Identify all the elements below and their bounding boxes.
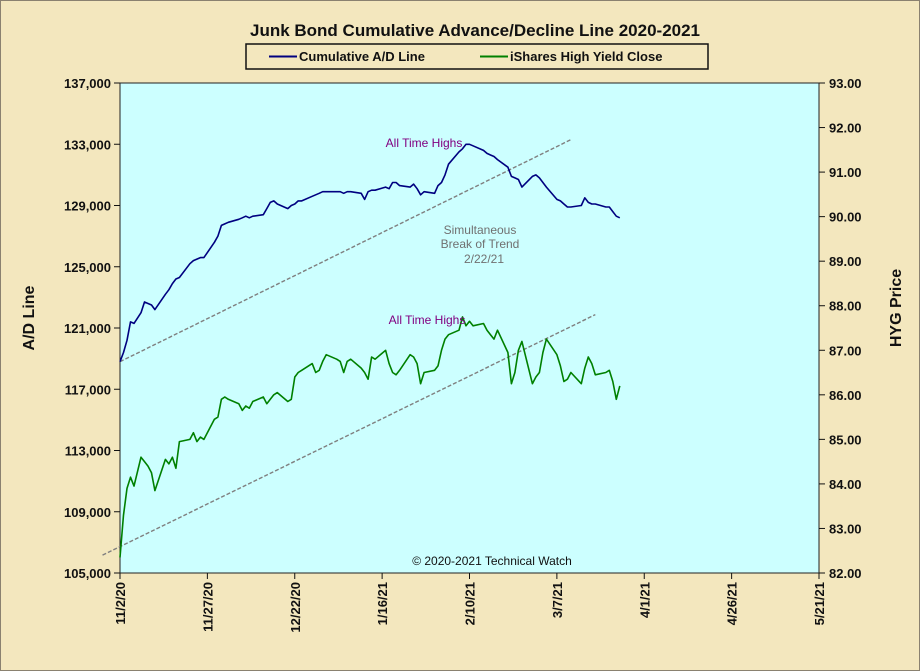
annotation-trend-line3: 2/22/21 (464, 252, 504, 266)
x-tick-label: 3/7/21 (550, 582, 565, 618)
y-right-tick-label: 91.00 (829, 165, 862, 180)
x-tick-label: 1/16/21 (375, 582, 390, 625)
y-right-tick-label: 92.00 (829, 121, 862, 136)
plot-area (119, 82, 820, 574)
y-right-tick-label: 82.00 (829, 566, 862, 581)
chart-title: Junk Bond Cumulative Advance/Decline Lin… (250, 21, 700, 40)
y-right-tick-label: 84.00 (829, 477, 862, 492)
annotation-hyg-high: All Time Highs (389, 313, 466, 327)
y-left-tick-label: 105,000 (64, 566, 111, 581)
axes: 105,000 109,000 113,000 117,000 121,000 125,0… (64, 76, 862, 633)
series-line-ad (119, 143, 621, 362)
x-tick-label: 12/22/20 (288, 582, 303, 633)
series-line-hyg (119, 316, 621, 558)
x-tick-label: 11/2/20 (113, 582, 128, 625)
y-right-tick-label: 85.00 (829, 432, 862, 447)
y-right-tick-label: 90.00 (829, 210, 862, 225)
y-right-tick-label: 83.00 (829, 521, 862, 536)
y-left-tick-label: 109,000 (64, 505, 111, 520)
y-axis-left-label: A/D Line (21, 285, 38, 350)
y-right-tick-label: 87.00 (829, 343, 862, 358)
y-left-tick-label: 113,000 (65, 444, 111, 459)
annotation-trend-line2: Break of Trend (441, 237, 520, 251)
legend: Cumulative A/D Line iShares High Yield C… (245, 43, 709, 70)
y-right-tick-label: 93.00 (829, 76, 862, 91)
copyright-text: © 2020-2021 Technical Watch (412, 554, 572, 568)
legend-label-ad: Cumulative A/D Line (299, 49, 425, 64)
y-left-tick-label: 117,000 (65, 382, 111, 397)
y-left-tick-label: 137,000 (64, 76, 111, 91)
trendlines (102, 139, 596, 556)
annotation-ad-high: All Time Highs (386, 136, 463, 150)
x-tick-label: 4/26/21 (725, 582, 740, 625)
x-tick-label: 5/21/21 (812, 582, 827, 625)
y-right-tick-label: 89.00 (829, 254, 862, 269)
legend-label-hyg: iShares High Yield Close (510, 49, 662, 64)
y-left-tick-label: 121,000 (64, 321, 111, 336)
x-tick-label: 11/27/20 (200, 582, 215, 632)
y-axis-right-label: HYG Price (888, 269, 905, 347)
y-left-tick-label: 125,000 (64, 260, 111, 275)
y-left-tick-label: 129,000 (64, 199, 111, 214)
y-right-tick-label: 86.00 (829, 388, 862, 403)
legend-box (245, 43, 709, 70)
x-tick-label: 4/1/21 (637, 582, 652, 618)
trendline-hyg (102, 314, 596, 556)
y-left-tick-label: 133,000 (64, 137, 111, 152)
series-layer (119, 143, 621, 558)
annotation-trend-line1: Simultaneous (444, 223, 517, 237)
x-tick-label: 2/10/21 (463, 582, 478, 625)
y-right-tick-label: 88.00 (829, 299, 862, 314)
